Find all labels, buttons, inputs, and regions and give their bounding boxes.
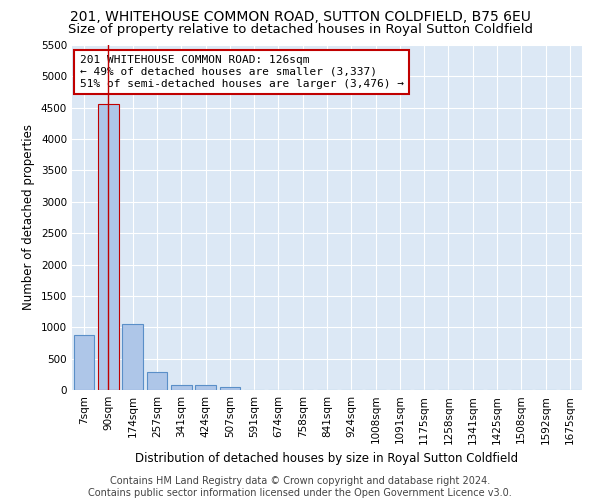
Text: Contains HM Land Registry data © Crown copyright and database right 2024.
Contai: Contains HM Land Registry data © Crown c… (88, 476, 512, 498)
Bar (146, 372, 167, 390)
Bar (195, 386, 216, 390)
Bar (220, 387, 240, 390)
X-axis label: Distribution of detached houses by size in Royal Sutton Coldfield: Distribution of detached houses by size … (136, 452, 518, 465)
Text: 201, WHITEHOUSE COMMON ROAD, SUTTON COLDFIELD, B75 6EU: 201, WHITEHOUSE COMMON ROAD, SUTTON COLD… (70, 10, 530, 24)
Bar (74, 335, 94, 390)
Y-axis label: Number of detached properties: Number of detached properties (22, 124, 35, 310)
Bar (98, 104, 119, 390)
Text: Size of property relative to detached houses in Royal Sutton Coldfield: Size of property relative to detached ho… (67, 22, 533, 36)
Text: 201 WHITEHOUSE COMMON ROAD: 126sqm
← 49% of detached houses are smaller (3,337)
: 201 WHITEHOUSE COMMON ROAD: 126sqm ← 49%… (80, 56, 404, 88)
Bar (171, 384, 191, 390)
Bar (122, 324, 143, 390)
